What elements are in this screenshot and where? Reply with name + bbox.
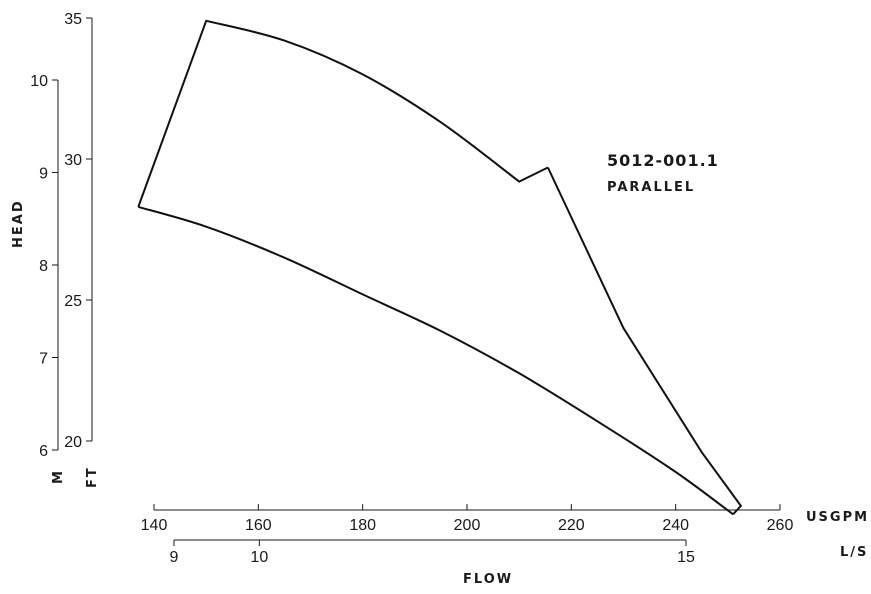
model-annotation: 5012-001.1 [607, 151, 719, 170]
curve-right-boundary [546, 167, 742, 515]
curve-upper-boundary [137, 19, 549, 208]
x-tick-label-usgpm-140: 140 [141, 517, 168, 534]
x-tick-label-usgpm-200: 200 [454, 517, 481, 534]
y-tick-label-ft-20: 20 [64, 434, 82, 451]
x-unit-ls: L/S [840, 545, 868, 560]
y-axis-title: HEAD [11, 199, 26, 248]
x-tick-label-usgpm-160: 160 [245, 517, 272, 534]
y-tick-label-m-10: 10 [30, 73, 48, 90]
x-tick-label-ls-15: 15 [677, 549, 695, 566]
y-tick-label-m-8: 8 [39, 258, 48, 275]
x-tick-label-ls-9: 9 [170, 549, 179, 566]
x-unit-usgpm: USGPM [806, 510, 869, 525]
y-unit-ft: FT [85, 466, 100, 488]
x-tick-label-ls-10: 10 [250, 549, 268, 566]
y-tick-label-m-9: 9 [39, 166, 48, 183]
mode-annotation: PARALLEL [607, 180, 695, 195]
operating-envelope [137, 19, 742, 516]
x-tick-label-usgpm-220: 220 [558, 517, 585, 534]
y-tick-label-m-6: 6 [39, 443, 48, 460]
x-tick-label-usgpm-240: 240 [662, 517, 689, 534]
tick-labels: 20 25 30 35 6 7 8 9 10 140 160 180 200 220 240 260 9 10 15 [30, 11, 793, 566]
y-tick-label-ft-25: 25 [64, 293, 82, 310]
y-tick-label-m-7: 7 [39, 351, 48, 368]
curve-lower-boundary [138, 205, 734, 516]
x-tick-label-usgpm-180: 180 [349, 517, 376, 534]
tick-marks [52, 17, 781, 546]
y-tick-label-ft-30: 30 [64, 152, 82, 169]
y-unit-m: M [51, 469, 66, 484]
x-axis-title: FLOW [463, 572, 513, 587]
axes [57, 18, 780, 541]
y-tick-label-ft-35: 35 [64, 11, 82, 28]
x-tick-label-usgpm-260: 260 [767, 517, 794, 534]
